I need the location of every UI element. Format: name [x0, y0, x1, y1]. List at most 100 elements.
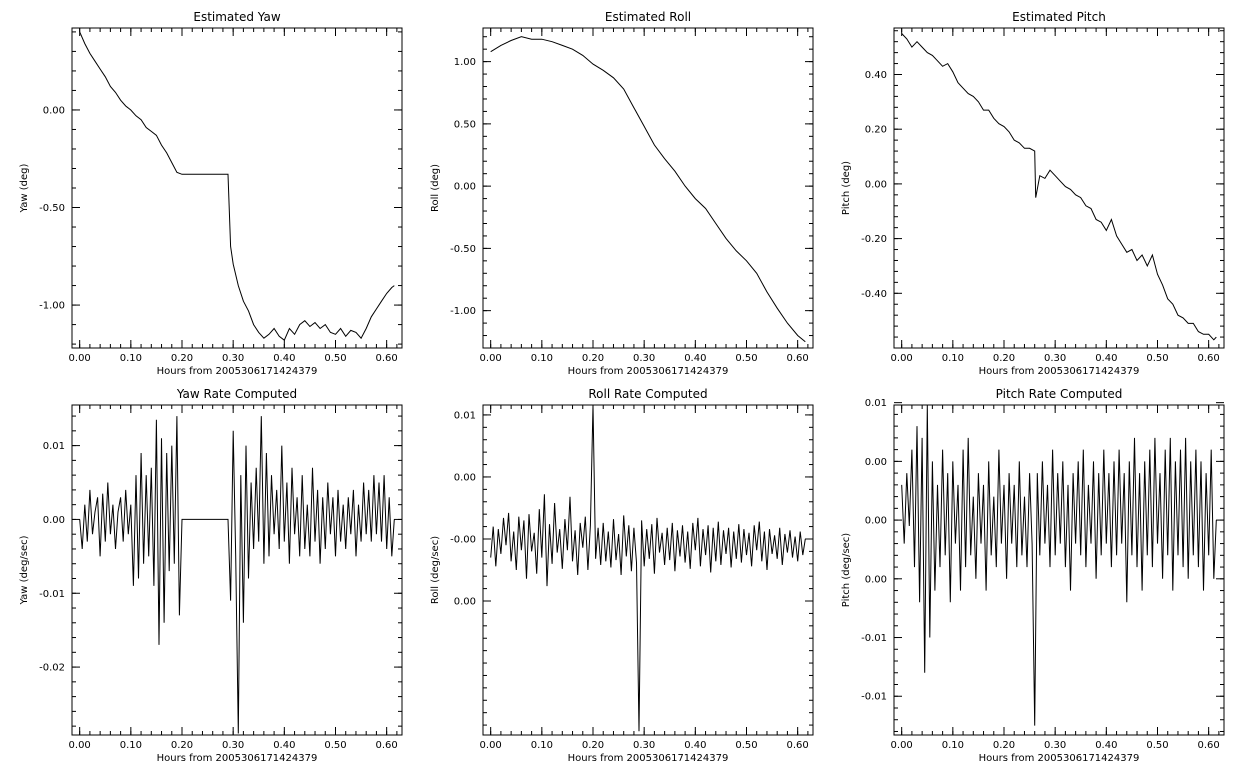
x-axis-label: Hours from 2005306171424379 [979, 366, 1140, 377]
chart-panel-4: Yaw Rate Computed 0.00 0.10 0.20 0.30 0.40 0.5… [19, 387, 403, 764]
chart-title: Estimated Roll [605, 10, 691, 24]
plot-frame [71, 27, 403, 349]
y-tick-label: 1.00 [454, 57, 476, 68]
x-tick-label: 0.10 [531, 353, 553, 364]
plot-frame [482, 404, 814, 736]
y-tick-label: -1.00 [39, 301, 65, 312]
y-axis-label: Roll (deg/sec) [430, 536, 441, 604]
chart-panel-2: Estimated Roll 0.00 0.10 0.20 0.30 0.40 0.50 0.… [430, 10, 814, 377]
y-tick-label: -1.00 [450, 306, 476, 317]
y-axis-label: Yaw (deg) [19, 163, 30, 213]
x-axis-label: Hours from 2005306171424379 [568, 753, 729, 764]
y-axis-label: Roll (deg) [430, 164, 441, 212]
x-tick-label: 0.20 [993, 740, 1015, 751]
chart-title: Pitch Rate Computed [996, 387, 1123, 401]
y-tick-label: 0.00 [865, 516, 887, 527]
chart-panel-6: Pitch Rate Computed 0.00 0.10 0.20 0.30 0.40 0… [841, 387, 1225, 764]
y-tick-label: -0.01 [861, 692, 887, 703]
x-tick-label: 0.30 [633, 353, 655, 364]
series-line [901, 33, 1217, 341]
plot-frame [482, 27, 814, 349]
series-line [490, 404, 806, 732]
x-tick-label: 0.50 [735, 353, 757, 364]
y-tick-label: -0.00 [450, 534, 476, 545]
x-tick-label: 0.10 [531, 740, 553, 751]
chart-title: Roll Rate Computed [588, 387, 707, 401]
x-tick-label: 0.50 [324, 353, 346, 364]
x-tick-label: 0.30 [222, 353, 244, 364]
x-tick-label: 0.40 [273, 740, 295, 751]
chart-title: Estimated Pitch [1012, 10, 1106, 24]
x-axis-label: Hours from 2005306171424379 [157, 753, 318, 764]
plot-frame [71, 404, 403, 736]
x-tick-label: 0.00 [69, 353, 91, 364]
x-tick-label: 0.30 [222, 740, 244, 751]
y-tick-label: 0.00 [454, 472, 476, 483]
x-tick-label: 0.40 [1095, 740, 1117, 751]
chart-panel-3: Estimated Pitch 0.00 0.10 0.20 0.30 0.40 0.50 0… [841, 10, 1225, 377]
x-tick-label: 0.00 [69, 740, 91, 751]
y-tick-label: 0.00 [865, 179, 887, 190]
y-tick-label: -0.01 [39, 589, 65, 600]
y-tick-label: 0.00 [454, 182, 476, 193]
x-tick-label: 0.60 [376, 353, 398, 364]
x-tick-label: 0.60 [1198, 740, 1220, 751]
x-tick-label: 0.00 [891, 740, 913, 751]
x-tick-label: 0.00 [891, 353, 913, 364]
x-tick-label: 0.10 [120, 353, 142, 364]
x-tick-label: 0.40 [684, 353, 706, 364]
x-tick-label: 0.10 [942, 353, 964, 364]
x-tick-label: 0.20 [582, 353, 604, 364]
y-tick-label: 0.40 [865, 70, 887, 81]
chart-panel-5: Roll Rate Computed 0.00 0.10 0.20 0.30 0.40 0.… [430, 387, 814, 764]
y-tick-label: -0.50 [39, 203, 65, 214]
chart-panel-1: Estimated Yaw 0.00 0.10 0.20 0.30 0.40 0.50 0.6… [19, 10, 403, 377]
x-tick-label: 0.60 [376, 740, 398, 751]
y-tick-label: 0.01 [43, 441, 65, 452]
x-tick-label: 0.40 [684, 740, 706, 751]
series-line [79, 31, 395, 341]
x-tick-label: 0.40 [1095, 353, 1117, 364]
x-tick-label: 0.10 [120, 740, 142, 751]
y-tick-label: -0.02 [39, 663, 65, 674]
plot-frame [893, 404, 1225, 736]
y-tick-label: -0.20 [861, 234, 887, 245]
y-tick-label: 0.00 [43, 105, 65, 116]
x-tick-label: 0.00 [480, 740, 502, 751]
x-tick-label: 0.20 [171, 740, 193, 751]
y-tick-label: 0.00 [454, 597, 476, 608]
x-tick-label: 0.50 [735, 740, 757, 751]
y-tick-label: 0.00 [43, 515, 65, 526]
x-tick-label: 0.00 [480, 353, 502, 364]
y-tick-label: 0.50 [454, 119, 476, 130]
x-tick-label: 0.60 [1198, 353, 1220, 364]
plot-frame [893, 27, 1225, 349]
series-line [901, 404, 1217, 726]
x-tick-label: 0.10 [942, 740, 964, 751]
chart-title: Estimated Yaw [193, 10, 280, 24]
x-tick-label: 0.50 [324, 740, 346, 751]
y-axis-label: Pitch (deg) [841, 161, 852, 215]
series-line [79, 416, 395, 734]
y-tick-label: 0.01 [454, 410, 476, 421]
y-tick-label: 0.00 [865, 574, 887, 585]
y-axis-label: Pitch (deg/sec) [841, 533, 852, 608]
x-tick-label: 0.50 [1146, 353, 1168, 364]
chart-title: Yaw Rate Computed [176, 387, 297, 401]
y-tick-label: 0.01 [865, 398, 887, 409]
x-tick-label: 0.30 [1044, 740, 1066, 751]
x-tick-label: 0.20 [171, 353, 193, 364]
x-axis-label: Hours from 2005306171424379 [979, 753, 1140, 764]
y-tick-label: 0.20 [865, 125, 887, 136]
x-tick-label: 0.40 [273, 353, 295, 364]
series-line [490, 36, 806, 343]
y-tick-label: -0.50 [450, 244, 476, 255]
x-tick-label: 0.20 [582, 740, 604, 751]
y-tick-label: -0.01 [861, 633, 887, 644]
x-tick-label: 0.50 [1146, 740, 1168, 751]
x-tick-label: 0.30 [1044, 353, 1066, 364]
y-axis-label: Yaw (deg/sec) [19, 535, 30, 605]
x-tick-label: 0.60 [787, 740, 809, 751]
x-axis-label: Hours from 2005306171424379 [568, 366, 729, 377]
